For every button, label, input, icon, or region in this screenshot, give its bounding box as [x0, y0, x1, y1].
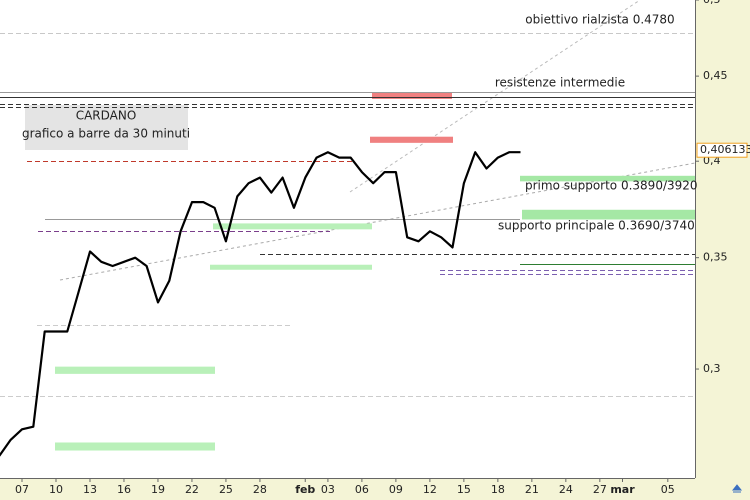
x-tick-label: 24 — [559, 483, 573, 496]
x-tick-label: 10 — [49, 483, 63, 496]
x-tick-label: 05 — [661, 483, 675, 496]
title-box — [25, 105, 188, 150]
x-axis-area — [0, 478, 695, 500]
zone — [520, 175, 695, 182]
x-tick-label: 12 — [423, 483, 437, 496]
annotation: obiettivo rialzista 0.4780 — [525, 13, 674, 27]
price-line — [0, 151, 521, 457]
last-price-label: 0,406133 — [700, 143, 750, 156]
last-price-box — [696, 142, 748, 158]
x-tick-label: 06 — [355, 483, 369, 496]
x-tick-label: mar — [610, 483, 635, 496]
zone — [210, 264, 372, 270]
annotation: primo supporto 0.3890/3920 — [525, 179, 698, 193]
chart-title: CARDANO — [76, 109, 137, 123]
y-tick-label: 0,5 — [703, 0, 721, 6]
y-tick-label: 0,45 — [703, 69, 728, 82]
x-tick-label: 07 — [15, 483, 29, 496]
x-tick-label: 09 — [389, 483, 403, 496]
x-tick-label: 22 — [185, 483, 199, 496]
zone — [522, 209, 695, 220]
x-tick-label: 15 — [457, 483, 471, 496]
x-tick-label: 25 — [219, 483, 233, 496]
x-tick-label: 18 — [491, 483, 505, 496]
x-tick-label: 27 — [593, 483, 607, 496]
scroll-icon[interactable] — [731, 484, 743, 493]
x-tick-label: 21 — [525, 483, 539, 496]
zone — [370, 136, 453, 143]
annotation: supporto principale 0.3690/3740 — [498, 219, 695, 233]
y-tick-label: 0,35 — [703, 251, 728, 264]
x-tick-label: 19 — [151, 483, 165, 496]
plot-area — [0, 0, 695, 478]
zone — [55, 442, 215, 451]
x-tick-label: 13 — [83, 483, 97, 496]
x-tick-label: 16 — [117, 483, 131, 496]
annotation: resistenze intermedie — [495, 76, 625, 90]
nav-arrows[interactable] — [731, 484, 743, 493]
zone — [55, 366, 215, 374]
y-axis-area — [695, 0, 750, 500]
x-tick-label: 03 — [321, 483, 335, 496]
zone — [213, 223, 372, 230]
trend-line — [349, 0, 641, 193]
x-tick-label: 28 — [253, 483, 267, 496]
x-tick-label: feb — [295, 483, 315, 496]
chart-subtitle: grafico a barre da 30 minuti — [22, 127, 190, 141]
y-tick-label: 0,3 — [703, 362, 721, 375]
zone — [372, 92, 452, 99]
